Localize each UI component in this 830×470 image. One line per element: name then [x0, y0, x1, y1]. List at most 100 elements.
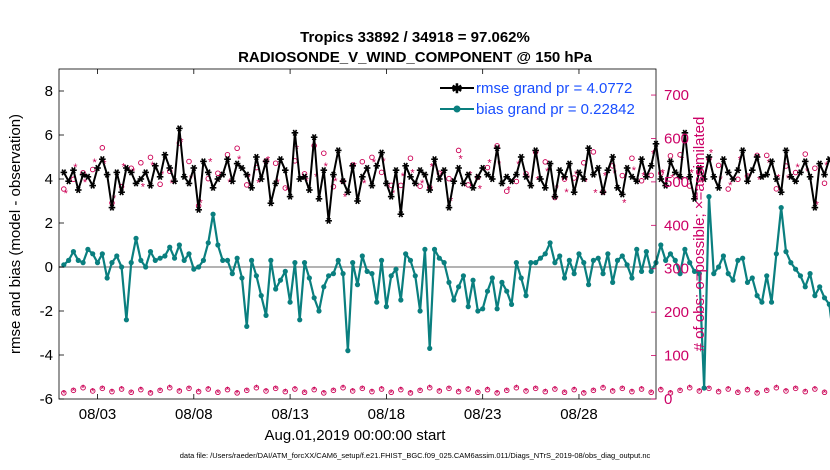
obs-possible-point [773, 186, 780, 192]
chart-title-line1: Tropics 33892 / 34918 = 97.062% [300, 29, 530, 46]
rmse-point [166, 164, 174, 172]
rmse-point [431, 155, 438, 163]
bias-point [701, 385, 707, 391]
rmse-point [445, 204, 453, 211]
bias-point [518, 275, 524, 281]
rmse-point [691, 195, 698, 203]
obs-assimilated-lower-point: * [774, 384, 778, 395]
rmse-point [344, 188, 352, 196]
obs-assimilated-lower-point: * [206, 385, 210, 396]
bias-point [542, 251, 548, 257]
bias-point [359, 253, 365, 259]
obs-assimilated-lower-point: * [524, 387, 528, 398]
obs-possible-lower-point [80, 384, 86, 391]
bias-point [715, 264, 722, 270]
obs-assimilated-point: * [458, 153, 463, 165]
bias-point [369, 271, 375, 277]
obs-possible-lower-point [369, 388, 375, 395]
bias-point [470, 277, 476, 283]
obs-assimilated-point: * [256, 177, 261, 189]
obs-possible-lower-point [783, 388, 789, 394]
obs-assimilated-lower-point: * [659, 386, 663, 397]
obs-assimilated-point: * [170, 178, 175, 190]
obs-assimilated-point: * [661, 167, 666, 179]
bias-point [638, 268, 645, 274]
bias-point [489, 275, 495, 281]
rmse-point [710, 173, 718, 181]
bias-point [422, 246, 428, 252]
bias-point [427, 345, 433, 351]
bias-point [504, 288, 510, 294]
bias-point [162, 253, 168, 259]
obs-possible-lower-point [426, 384, 433, 391]
bias-point [788, 260, 794, 266]
obs-possible-lower-point [475, 389, 481, 396]
bias-point [234, 255, 240, 261]
rmse-point [498, 180, 506, 187]
rmse-point [267, 199, 275, 207]
obs-possible-point [667, 153, 674, 159]
rmse-point [363, 164, 371, 172]
bias-point [268, 257, 274, 263]
bias-point [311, 295, 317, 301]
left-y-tick-label: 4 [45, 171, 53, 188]
bias-point [759, 299, 765, 305]
obs-assimilated-lower-point: * [457, 388, 461, 399]
bias-point [821, 295, 828, 301]
rmse-point [623, 164, 631, 172]
obs-possible-lower-point [166, 384, 173, 391]
bias-point [581, 260, 587, 266]
bias-point [672, 257, 678, 263]
bias-point [90, 251, 96, 257]
rmse-point [392, 166, 400, 174]
rmse-point [180, 173, 188, 181]
obs-possible-lower-point [725, 386, 731, 392]
right-y-axis-ticks: 0 100 200 300 400 500 600 700 [651, 87, 689, 408]
obs-assimilated-point: * [372, 157, 377, 169]
obs-assimilated-point: * [757, 175, 762, 187]
rmse-point [585, 144, 592, 152]
rmse-point [801, 158, 809, 165]
obs-assimilated-point: * [160, 169, 165, 181]
obs-possible-lower-point [802, 388, 809, 395]
rmse-point [681, 129, 689, 137]
rmse-point [262, 158, 270, 165]
rmse-point [662, 182, 669, 189]
rmse-point [291, 129, 299, 137]
plot-area [59, 69, 656, 399]
bias-point [826, 301, 830, 307]
bias-point [374, 299, 380, 305]
obs-possible-lower-point [542, 388, 549, 395]
rmse-point [575, 169, 583, 176]
obs-assimilated-lower-point: * [803, 388, 807, 399]
obs-assimilated-lower-point: * [784, 387, 788, 398]
x-tick-label: 08/28 [560, 406, 598, 423]
obs-possible-lower-point [89, 388, 96, 394]
rmse-point [609, 153, 616, 161]
rmse-point [137, 175, 145, 183]
bias-point [667, 251, 674, 257]
bias-point [412, 273, 418, 279]
rmse-point [527, 182, 535, 189]
obs-possible-lower-point [128, 389, 134, 396]
bias-point [321, 284, 327, 290]
obs-assimilated-lower-point: * [668, 389, 672, 400]
obs-assimilated-lower-point: * [476, 388, 480, 399]
x-tick-label: 08/03 [79, 406, 117, 423]
obs-possible-point [224, 152, 231, 158]
obs-possible-point [812, 165, 818, 171]
obs-assimilated-point: * [478, 183, 483, 195]
obs-possible-point [234, 145, 240, 151]
obs-possible-lower-point [176, 388, 183, 394]
obs-possible-point [147, 154, 154, 161]
chart-title-line2: RADIOSONDE_V_WIND_COMPONENT @ 150 hPa [238, 49, 593, 66]
rmse-point [570, 188, 578, 196]
bias-point [648, 268, 654, 274]
obs-possible-lower-point [378, 386, 385, 392]
rmse-point [238, 164, 246, 172]
bias-point [383, 304, 389, 310]
bias-point [200, 257, 207, 263]
obs-assimilated-lower-point: * [717, 388, 721, 399]
obs-assimilated-lower-point: * [283, 388, 287, 399]
